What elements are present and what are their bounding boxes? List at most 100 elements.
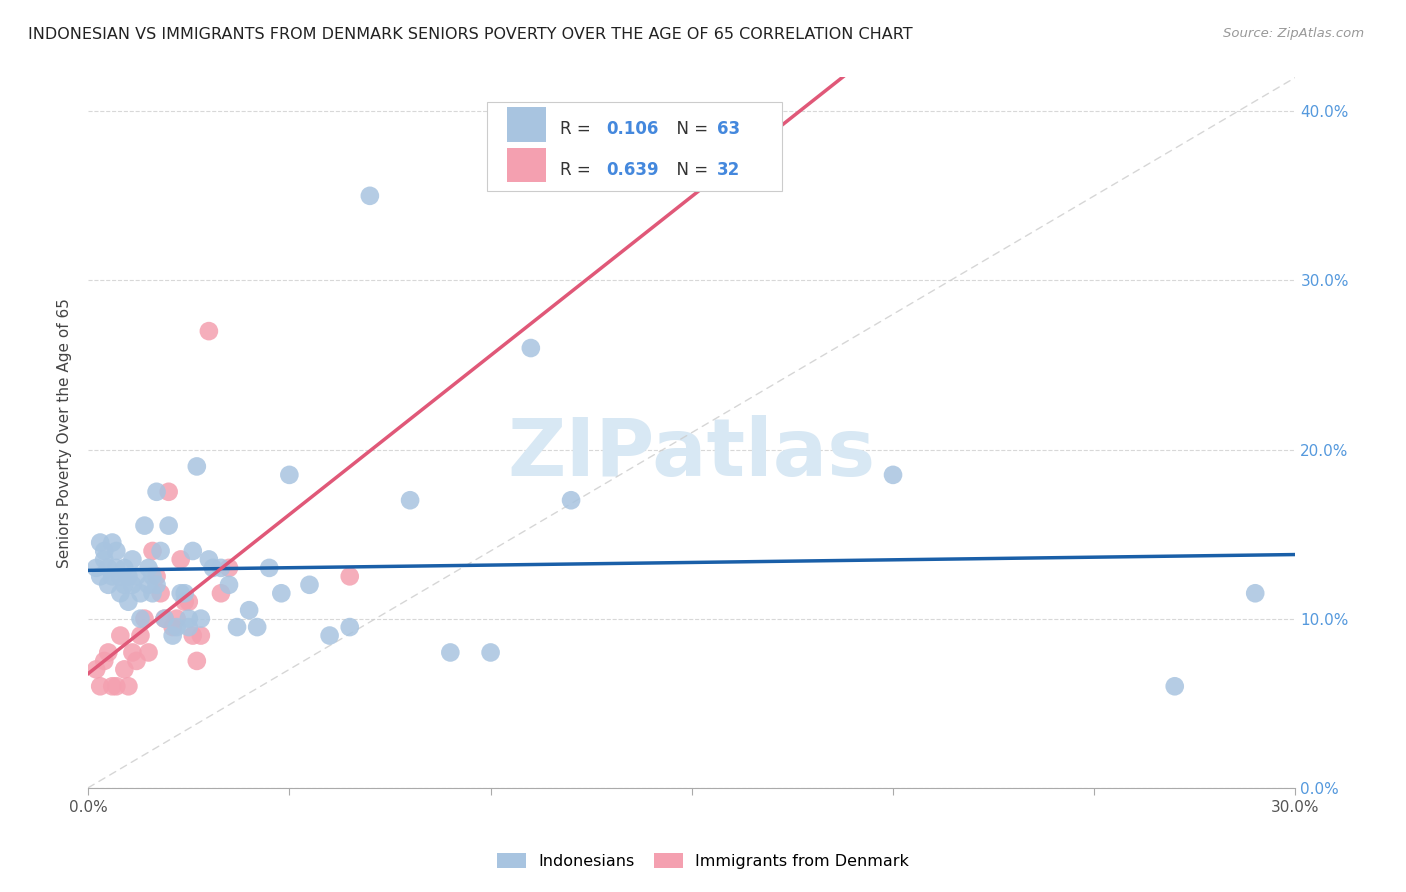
Text: 63: 63 [717, 120, 741, 137]
FancyBboxPatch shape [508, 107, 546, 142]
Point [145, 484, 167, 499]
Point [121, 552, 143, 566]
Point [270, 586, 292, 600]
Point [198, 552, 221, 566]
Point [112, 662, 135, 676]
FancyBboxPatch shape [508, 148, 546, 182]
Point [318, 628, 340, 642]
Text: 0.639: 0.639 [606, 161, 659, 178]
Point [101, 679, 124, 693]
Point [173, 586, 195, 600]
Point [97, 645, 120, 659]
Point [125, 569, 148, 583]
Point [121, 578, 143, 592]
Point [157, 484, 180, 499]
Point [882, 467, 904, 482]
Point [439, 645, 461, 659]
Point [145, 569, 167, 583]
Point [520, 341, 543, 355]
Point [138, 578, 160, 592]
Point [101, 569, 124, 583]
Point [1244, 586, 1267, 600]
Point [201, 561, 224, 575]
Point [97, 578, 120, 592]
Point [105, 679, 128, 693]
Point [278, 467, 301, 482]
Legend: Indonesians, Immigrants from Denmark: Indonesians, Immigrants from Denmark [491, 847, 915, 875]
Point [681, 172, 703, 186]
Point [186, 459, 208, 474]
Point [149, 586, 172, 600]
Point [117, 595, 139, 609]
Point [190, 628, 212, 642]
Point [141, 544, 163, 558]
Text: R =: R = [560, 161, 596, 178]
Point [97, 561, 120, 575]
Point [170, 552, 193, 566]
Point [209, 561, 232, 575]
Point [186, 654, 208, 668]
Point [84, 662, 107, 676]
Point [226, 620, 249, 634]
Point [129, 612, 152, 626]
Point [141, 586, 163, 600]
Point [117, 569, 139, 583]
Point [560, 493, 582, 508]
Point [339, 569, 361, 583]
Point [246, 620, 269, 634]
Point [218, 561, 240, 575]
Point [129, 628, 152, 642]
Point [129, 586, 152, 600]
Point [190, 612, 212, 626]
Point [479, 645, 502, 659]
Point [84, 561, 107, 575]
Point [153, 612, 176, 626]
Point [359, 189, 381, 203]
Point [134, 518, 156, 533]
Point [181, 628, 204, 642]
Point [177, 595, 200, 609]
Point [134, 612, 156, 626]
Point [121, 645, 143, 659]
Point [298, 578, 321, 592]
Point [166, 620, 188, 634]
Point [110, 569, 132, 583]
Point [257, 561, 280, 575]
Point [89, 679, 111, 693]
Point [93, 552, 115, 566]
Point [162, 620, 184, 634]
Point [110, 628, 132, 642]
Point [238, 603, 260, 617]
Text: N =: N = [666, 120, 714, 137]
Text: 32: 32 [717, 161, 741, 178]
FancyBboxPatch shape [486, 103, 782, 191]
Point [170, 586, 193, 600]
Y-axis label: Seniors Poverty Over the Age of 65: Seniors Poverty Over the Age of 65 [58, 298, 72, 567]
Point [125, 654, 148, 668]
Point [198, 324, 221, 338]
Point [177, 612, 200, 626]
Point [141, 569, 163, 583]
Point [138, 561, 160, 575]
Point [105, 561, 128, 575]
Point [89, 569, 111, 583]
Point [105, 544, 128, 558]
Point [209, 586, 232, 600]
Point [101, 535, 124, 549]
Point [93, 654, 115, 668]
Text: ZIPatlas: ZIPatlas [508, 415, 876, 493]
Point [157, 518, 180, 533]
Text: Source: ZipAtlas.com: Source: ZipAtlas.com [1223, 27, 1364, 40]
Point [1164, 679, 1187, 693]
Point [162, 628, 184, 642]
Point [173, 595, 195, 609]
Text: INDONESIAN VS IMMIGRANTS FROM DENMARK SENIORS POVERTY OVER THE AGE OF 65 CORRELA: INDONESIAN VS IMMIGRANTS FROM DENMARK SE… [28, 27, 912, 42]
Point [177, 620, 200, 634]
Text: N =: N = [666, 161, 714, 178]
Point [112, 561, 135, 575]
Point [153, 612, 176, 626]
Point [399, 493, 422, 508]
Point [117, 679, 139, 693]
Point [110, 586, 132, 600]
Point [145, 578, 167, 592]
